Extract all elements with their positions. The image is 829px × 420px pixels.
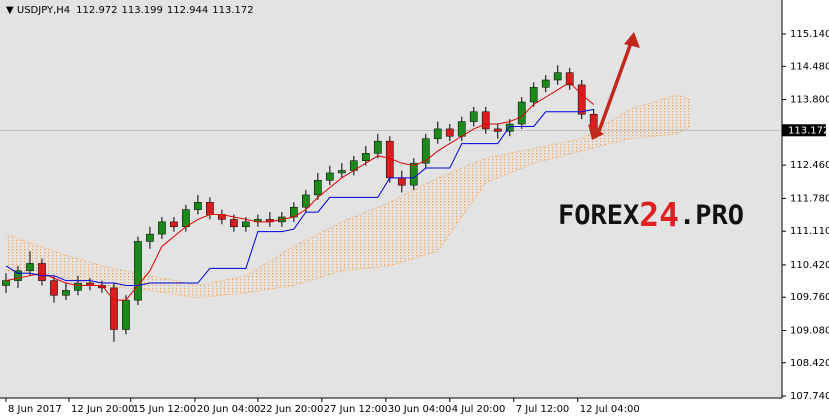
candle-body [493,128,502,132]
indicator-line [5,81,595,301]
x-tick-label: 7 Jul 12:00 [516,404,570,415]
candle-body [421,138,430,164]
y-tick-label: 111.110 [790,226,829,237]
candle-body [373,140,382,154]
candle-body [337,170,346,174]
x-tick-label: 4 Jul 20:00 [452,404,506,415]
header-value: 112.944 [167,5,208,16]
candle-body [577,84,586,115]
cloud-edge [5,126,690,299]
candle-body [445,128,454,137]
candle-body [529,87,538,103]
cloud [5,94,690,298]
candle-body [325,172,334,181]
candle-body [2,280,10,286]
x-tick-label: 15 Jun 12:00 [133,404,197,415]
y-tick-label: 108.420 [790,358,829,369]
candle-body [14,270,22,281]
cloud-edge [5,94,690,286]
candle-body [182,209,190,228]
candle-body [170,221,178,228]
candle-body [541,79,550,88]
candle-body [50,280,58,296]
header-value: 113.199 [122,5,163,16]
candle-body [565,72,574,86]
arrow-tail [588,124,604,140]
candle-body [313,180,322,196]
candle-body [433,128,442,139]
candle-body [62,290,70,296]
candle-body [146,233,154,242]
y-tick-label: 109.080 [790,325,829,336]
candle-body [361,153,370,161]
candle-body [206,202,214,215]
watermark-part: 24 [639,195,679,234]
candle-body [74,282,82,291]
candle-body [158,221,166,235]
candle-body [397,177,406,186]
candle-body [553,72,562,81]
symbol: USDJPY,H4 [17,5,70,16]
y-tick-label: 114.480 [790,61,829,72]
candle-body [194,202,202,210]
watermark: FOREX24.PRO [558,195,744,234]
price-label: 113.172 [788,125,829,136]
x-tick-label: 12 Jun 20:00 [71,404,135,415]
candle-body [409,162,418,186]
candle-body [230,219,238,228]
y-tick-label: 111.780 [790,193,829,204]
candle-body [38,263,46,281]
y-tick-label: 109.760 [790,292,829,303]
candle-body [301,194,310,208]
watermark-part: .PRO [679,200,744,231]
y-tick-label: 112.460 [790,160,829,171]
arrow [596,39,634,135]
x-tick-label: 20 Jun 04:00 [197,404,261,415]
x-tick-label: 30 Jun 04:00 [388,404,452,415]
y-tick-label: 113.800 [790,95,829,106]
arrow-head [624,32,640,48]
candle-body [517,101,526,125]
candle-body [505,123,514,132]
header-value: 113.172 [212,5,253,16]
price-box [782,124,826,137]
y-tick-label: 107.740 [790,391,829,402]
header-value: 112.972 [76,5,117,16]
x-tick-label: 8 Jun 2017 [8,404,62,415]
candle-body [134,241,142,301]
x-tick-label: 22 Jun 20:00 [260,404,324,415]
candle-body [481,111,490,130]
plot-area [0,0,782,398]
candle-body [469,111,478,122]
candle-body [242,221,250,228]
candle-body [110,287,118,330]
header: ▼ USDJPY,H4 112.972 113.199 112.944 113.172 [6,5,254,16]
candle-body [457,121,466,137]
y-tick-label: 115.140 [790,29,829,40]
indicator-line [5,108,594,286]
x-tick-label: 27 Jun 12:00 [324,404,388,415]
x-tick-label: 12 Jul 04:00 [580,404,640,415]
candle-body [122,299,130,330]
y-tick-label: 110.420 [790,260,829,271]
candle-body [26,263,34,272]
watermark-part: FOREX [558,200,639,231]
symbol: ▼ [6,5,17,16]
